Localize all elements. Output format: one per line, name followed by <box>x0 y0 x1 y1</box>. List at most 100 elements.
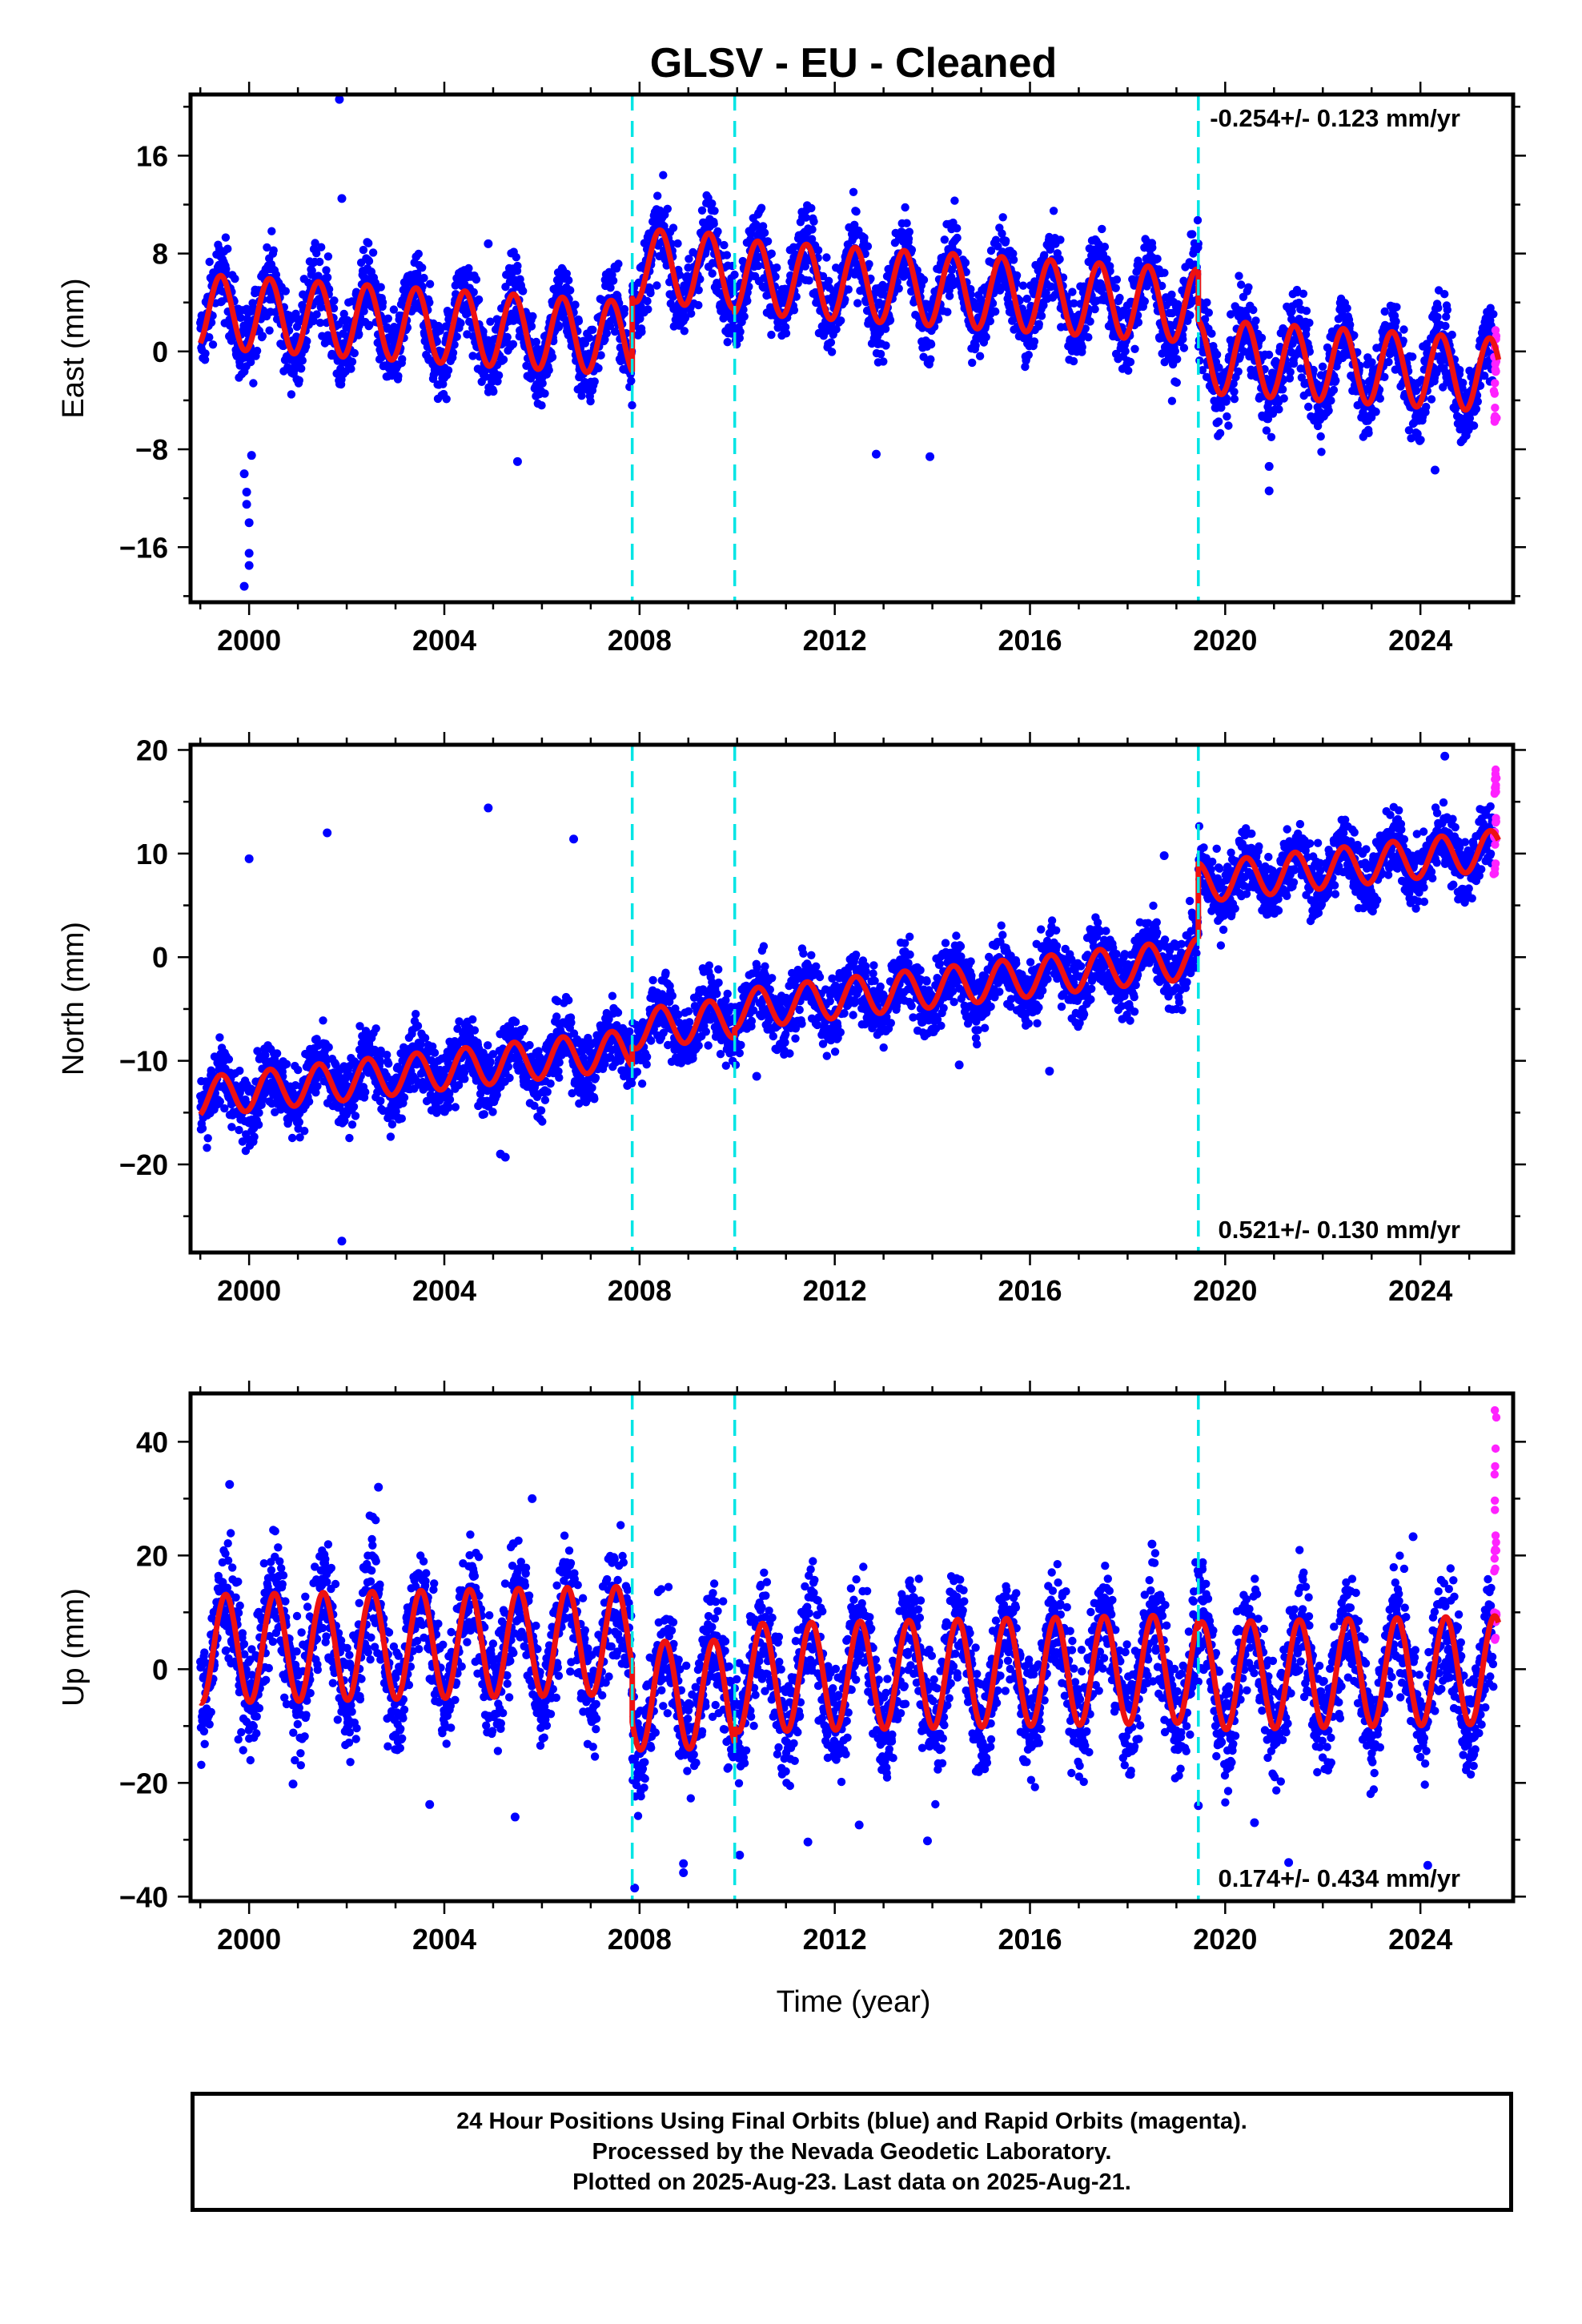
east-final-point <box>708 269 717 278</box>
north-final-point <box>295 1133 304 1142</box>
east-final-point <box>708 199 717 208</box>
east-final-point <box>324 285 334 294</box>
east-final-point <box>1134 318 1143 327</box>
east-final-point <box>205 333 214 342</box>
x-tick-label: 2004 <box>412 624 476 657</box>
east-final-point <box>574 316 584 326</box>
east-final-point <box>295 317 303 327</box>
east-final-point <box>865 259 873 268</box>
east-final-point <box>205 257 214 267</box>
east-final-point <box>758 222 768 231</box>
east-final-point <box>1049 207 1058 215</box>
east-final-point <box>907 245 917 255</box>
north-final-point <box>351 1112 360 1120</box>
east-final-point <box>822 253 831 262</box>
east-final-point <box>767 330 776 340</box>
east-final-point <box>323 273 332 282</box>
east-final-point <box>1285 374 1295 383</box>
east-final-point <box>231 274 239 283</box>
east-final-point <box>1317 448 1326 456</box>
east-final-point <box>1124 366 1133 375</box>
east-outlier-point <box>512 456 522 466</box>
east-final-point <box>961 258 970 267</box>
east-final-point <box>1002 236 1010 245</box>
east-final-point <box>221 233 231 242</box>
east-final-point <box>263 243 271 252</box>
east-final-point <box>1318 362 1327 371</box>
east-final-point <box>1102 255 1111 264</box>
north-final-point <box>311 1088 320 1097</box>
north-final-point <box>235 1125 243 1135</box>
north-final-point <box>430 1048 440 1057</box>
east-final-point <box>710 207 719 215</box>
north-final-orbit-points <box>196 751 1498 1246</box>
north-final-point <box>227 1123 236 1132</box>
east-final-point <box>343 316 352 325</box>
east-final-point <box>469 287 478 297</box>
east-final-point <box>876 349 885 359</box>
east-final-point <box>590 377 599 386</box>
east-final-point <box>1302 324 1311 333</box>
east-final-point <box>1111 283 1120 292</box>
east-final-point <box>1178 335 1187 344</box>
east-final-point <box>844 285 853 294</box>
east-final-point <box>1375 394 1385 403</box>
east-final-point <box>1324 406 1333 415</box>
chart-title: GLSV - EU - Cleaned <box>650 40 1058 86</box>
east-final-point <box>1472 404 1481 413</box>
x-tick-label: 2020 <box>1193 624 1257 657</box>
east-final-point <box>792 292 801 301</box>
east-final-point <box>1040 251 1049 259</box>
east-final-point <box>1034 320 1044 328</box>
east-final-point <box>879 357 888 366</box>
east-final-point <box>694 286 703 295</box>
east-final-point <box>832 325 841 334</box>
east-final-point <box>1263 415 1273 424</box>
east-final-point <box>226 321 235 330</box>
east-final-point <box>1384 357 1393 367</box>
east-final-point <box>735 334 744 343</box>
east-final-point <box>298 356 307 365</box>
east-final-point <box>252 346 262 356</box>
east-final-point <box>1235 271 1243 280</box>
east-final-point <box>1313 421 1323 431</box>
east-final-point <box>945 292 954 300</box>
east-final-point <box>528 312 537 321</box>
east-final-point <box>1223 412 1231 421</box>
east-final-point <box>1380 372 1389 381</box>
east-final-point <box>757 203 766 212</box>
east-final-point <box>986 316 995 326</box>
east-final-point <box>685 255 693 263</box>
east-rapid-orbit-points <box>1489 326 1501 426</box>
east-y-axis-label: East (mm) <box>57 278 90 418</box>
east-final-point <box>307 266 316 275</box>
north-final-point <box>220 1104 229 1113</box>
east-final-point <box>548 352 557 362</box>
east-rapid-point <box>1492 368 1500 376</box>
east-final-point <box>743 296 752 305</box>
east-final-point <box>1215 363 1223 372</box>
east-final-point <box>1021 362 1030 372</box>
east-final-point <box>1251 316 1260 325</box>
east-final-point <box>200 356 210 364</box>
east-final-point <box>753 221 761 230</box>
east-final-point <box>1204 308 1214 317</box>
east-final-point <box>1244 283 1253 292</box>
east-outlier-point <box>1264 486 1274 496</box>
east-final-point <box>1070 299 1078 308</box>
x-tick-label: 2016 <box>998 624 1062 657</box>
east-final-point <box>610 327 620 336</box>
east-final-point <box>1030 337 1039 346</box>
east-final-point <box>826 338 836 347</box>
east-final-point <box>1172 378 1182 387</box>
east-plot-area <box>196 94 1502 591</box>
north-final-point <box>250 1132 259 1141</box>
east-outlier-point <box>1264 461 1274 471</box>
east-final-point <box>1440 290 1449 299</box>
east-final-point <box>1480 372 1489 380</box>
east-final-point <box>919 352 928 361</box>
east-final-point <box>594 364 603 372</box>
east-final-point <box>1456 365 1464 375</box>
north-final-point <box>235 1066 244 1076</box>
east-final-point <box>1305 318 1314 328</box>
